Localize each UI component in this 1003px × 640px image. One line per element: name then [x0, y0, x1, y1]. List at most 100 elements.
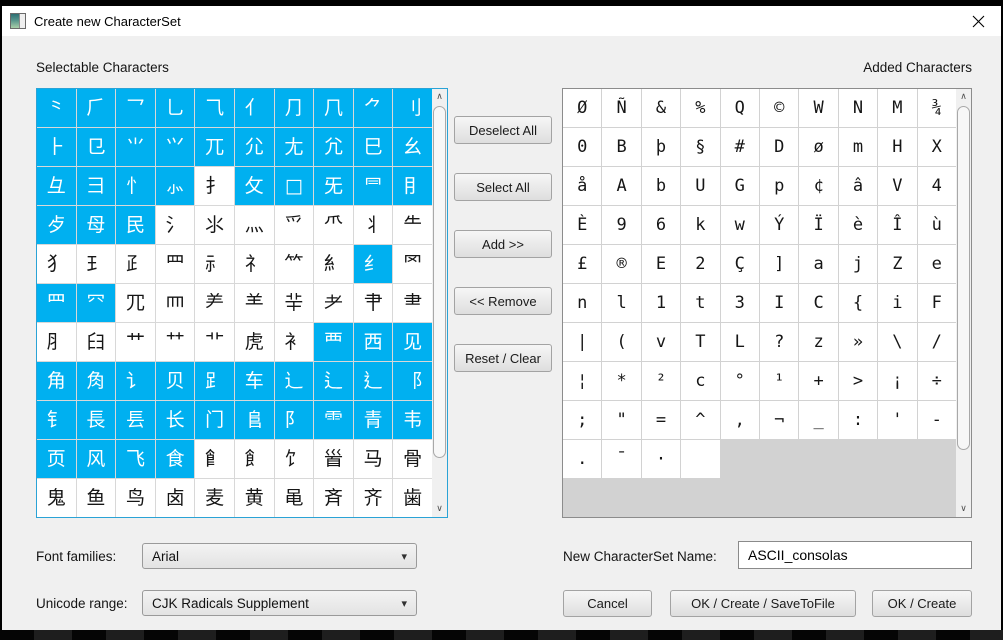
character-cell[interactable]: ⻗: [314, 401, 353, 439]
character-cell[interactable]: ⻇: [76, 362, 116, 400]
character-cell[interactable]: ⺷: [234, 284, 274, 322]
character-cell[interactable]: ⻆: [37, 362, 76, 400]
character-cell[interactable]: ⺨: [37, 245, 76, 283]
added-character-cell[interactable]: ®: [602, 245, 641, 283]
added-character-cell[interactable]: 4: [917, 167, 956, 205]
cancel-button[interactable]: Cancel: [563, 590, 652, 617]
character-cell[interactable]: ⻐: [37, 401, 76, 439]
added-character-cell[interactable]: ": [602, 401, 641, 439]
character-cell[interactable]: ⻀: [195, 323, 234, 361]
character-cell[interactable]: ⺈: [353, 89, 393, 127]
added-character-cell[interactable]: :: [838, 401, 878, 439]
character-cell[interactable]: ⻜: [116, 440, 155, 478]
character-cell[interactable]: ⺧: [393, 206, 432, 244]
added-character-cell[interactable]: B: [602, 128, 641, 166]
character-cell[interactable]: ⺘: [195, 167, 234, 205]
character-cell[interactable]: ⺸: [274, 284, 314, 322]
character-cell[interactable]: ⺎: [195, 128, 234, 166]
added-character-cell[interactable]: \: [878, 323, 917, 361]
added-character-cell[interactable]: è: [838, 206, 878, 244]
character-cell[interactable]: ⺄: [195, 89, 234, 127]
character-cell[interactable]: ⺏: [234, 128, 274, 166]
character-cell[interactable]: ⺹: [314, 284, 353, 322]
added-character-cell[interactable]: z: [799, 323, 838, 361]
character-cell[interactable]: ⺂: [116, 89, 155, 127]
character-cell[interactable]: ⺒: [353, 128, 393, 166]
character-cell[interactable]: ⺉: [393, 89, 432, 127]
character-cell[interactable]: ⺪: [116, 245, 155, 283]
added-character-cell[interactable]: â: [838, 167, 878, 205]
scroll-down-icon[interactable]: ∨: [960, 504, 967, 514]
character-cell[interactable]: ⻠: [274, 440, 314, 478]
added-character-cell[interactable]: F: [917, 284, 956, 322]
added-character-cell[interactable]: +: [799, 362, 838, 400]
character-cell[interactable]: ⺠: [116, 206, 155, 244]
character-cell[interactable]: ⻩: [234, 479, 274, 517]
added-character-cell[interactable]: Q: [720, 89, 759, 127]
added-character-cell[interactable]: e: [917, 245, 956, 283]
character-cell[interactable]: ⻢: [353, 440, 393, 478]
added-character-cell[interactable]: ²: [641, 362, 681, 400]
character-cell[interactable]: ⺮: [274, 245, 314, 283]
character-cell[interactable]: ⺺: [353, 284, 393, 322]
character-cell[interactable]: ⺓: [393, 128, 432, 166]
character-cell[interactable]: ⺕: [76, 167, 116, 205]
character-cell[interactable]: ⺞: [37, 206, 76, 244]
added-character-cell[interactable]: #: [720, 128, 759, 166]
added-character-cell[interactable]: ¯: [602, 440, 641, 478]
added-character-cell[interactable]: U: [681, 167, 720, 205]
character-cell[interactable]: ⺽: [76, 323, 116, 361]
added-grid-scrollbar[interactable]: ∧ ∨: [956, 89, 971, 517]
scroll-down-icon[interactable]: ∨: [436, 504, 443, 514]
scrollbar-thumb[interactable]: [433, 106, 446, 458]
character-cell[interactable]: ⺅: [234, 89, 274, 127]
added-character-cell[interactable]: &: [641, 89, 681, 127]
character-cell[interactable]: ⺝: [393, 167, 432, 205]
character-cell[interactable]: ⺙: [234, 167, 274, 205]
character-cell[interactable]: ⺱: [393, 245, 432, 283]
character-cell[interactable]: ⻥: [76, 479, 116, 517]
select-all-button[interactable]: Select All: [454, 173, 552, 201]
character-cell[interactable]: ⻁: [234, 323, 274, 361]
character-cell[interactable]: ⻂: [274, 323, 314, 361]
character-cell[interactable]: ⺖: [116, 167, 155, 205]
character-cell[interactable]: ⻌: [274, 362, 314, 400]
character-cell[interactable]: ⻔: [195, 401, 234, 439]
added-character-cell[interactable]: N: [838, 89, 878, 127]
font-families-select[interactable]: Arial ▾: [142, 543, 417, 569]
added-character-cell[interactable]: ¡: [878, 362, 917, 400]
character-cell[interactable]: ⺁: [76, 89, 116, 127]
character-cell[interactable]: ⺡: [155, 206, 195, 244]
character-cell[interactable]: ⻝: [155, 440, 195, 478]
character-cell[interactable]: ⺔: [37, 167, 76, 205]
character-cell[interactable]: ⻦: [116, 479, 155, 517]
character-cell[interactable]: ⻪: [274, 479, 314, 517]
character-cell[interactable]: ⻫: [314, 479, 353, 517]
character-cell[interactable]: ⺫: [155, 245, 195, 283]
character-cell[interactable]: ⺀: [37, 89, 76, 127]
added-character-cell[interactable]: H: [878, 128, 917, 166]
character-cell[interactable]: ⺐: [274, 128, 314, 166]
added-character-cell[interactable]: i: [878, 284, 917, 322]
added-character-cell[interactable]: .: [563, 440, 602, 478]
added-character-cell[interactable]: 9: [602, 206, 641, 244]
character-cell[interactable]: ⺵: [155, 284, 195, 322]
character-cell[interactable]: ⻍: [314, 362, 353, 400]
character-cell[interactable]: ⺍: [155, 128, 195, 166]
scroll-up-icon[interactable]: ∧: [960, 92, 967, 102]
added-character-cell[interactable]: ,: [720, 401, 759, 439]
character-cell[interactable]: ⻃: [314, 323, 353, 361]
added-character-cell[interactable]: þ: [641, 128, 681, 166]
added-character-cell[interactable]: /: [917, 323, 956, 361]
added-character-cell[interactable]: 6: [641, 206, 681, 244]
character-cell[interactable]: ⺲: [37, 284, 76, 322]
added-character-cell[interactable]: ^: [681, 401, 720, 439]
added-character-cell[interactable]: (: [602, 323, 641, 361]
added-character-cell[interactable]: Î: [878, 206, 917, 244]
added-character-cell[interactable]: ù: [917, 206, 956, 244]
character-cell[interactable]: ⺣: [234, 206, 274, 244]
character-cell[interactable]: ⻭: [393, 479, 432, 517]
added-character-cell[interactable]: t: [681, 284, 720, 322]
added-character-cell[interactable]: I: [760, 284, 799, 322]
added-character-cell[interactable]: j: [838, 245, 878, 283]
